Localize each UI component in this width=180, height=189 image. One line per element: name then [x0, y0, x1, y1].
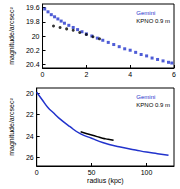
svg-text:20.4: 20.4 [26, 61, 40, 68]
svg-text:2: 2 [84, 71, 88, 78]
svg-text:magnitude/arcsec²: magnitude/arcsec² [8, 7, 16, 65]
svg-text:24: 24 [26, 133, 34, 140]
svg-text:20.2: 20.2 [26, 47, 40, 54]
svg-text:0: 0 [35, 169, 39, 176]
svg-text:0: 0 [41, 71, 45, 78]
svg-text:19.8: 19.8 [26, 18, 40, 25]
svg-text:6: 6 [172, 71, 176, 78]
svg-text:50: 50 [88, 169, 96, 176]
svg-text:20: 20 [26, 90, 34, 97]
svg-text:KPNO 0.9 m: KPNO 0.9 m [136, 102, 170, 108]
svg-text:100: 100 [141, 169, 153, 176]
svg-text:26: 26 [26, 154, 34, 161]
svg-text:Gemini: Gemini [136, 10, 155, 16]
svg-text:Gemini: Gemini [136, 94, 155, 100]
svg-text:19.6: 19.6 [26, 4, 40, 11]
svg-text:KPNO 0.9 m: KPNO 0.9 m [136, 18, 170, 24]
svg-text:magnitude/arcsec²: magnitude/arcsec² [8, 98, 16, 156]
svg-text:22: 22 [26, 111, 34, 118]
svg-text:radius (kpc): radius (kpc) [87, 177, 124, 185]
svg-text:4: 4 [128, 71, 132, 78]
svg-text:20: 20 [32, 33, 40, 40]
